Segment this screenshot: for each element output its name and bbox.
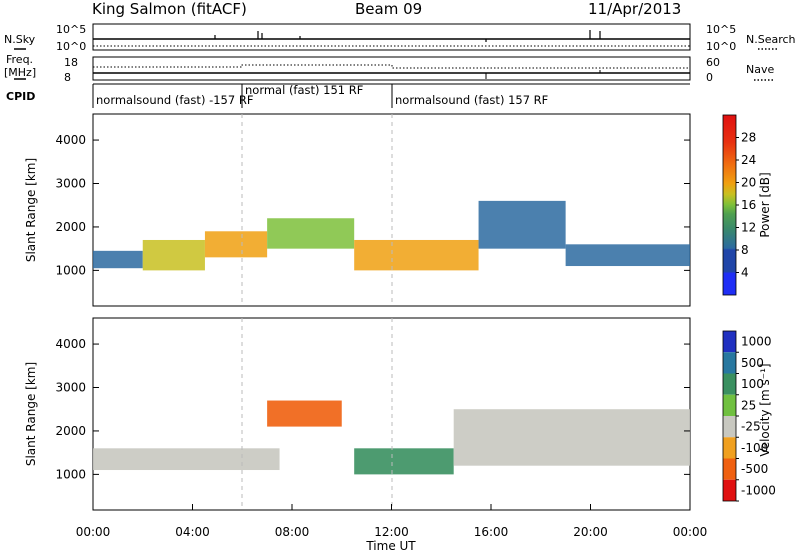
freq-tick-bottom: 8 [64, 71, 71, 84]
xtick-label-6: 20:00 [573, 525, 608, 539]
power-ytick-label-4: 4000 [55, 133, 86, 147]
cpid-segment-1: normalsound (fast) -157 RF [96, 93, 253, 107]
power-colorbar [722, 114, 737, 296]
velocity-colorbar-label: Velocity [m s⁻¹] [758, 363, 772, 456]
power-ytick-label-1: 1000 [55, 263, 86, 277]
freq-tick-top: 18 [64, 56, 78, 69]
velocity-ytick-label-2: 2000 [55, 424, 86, 438]
power-echo-band-6 [478, 200, 566, 249]
velocity-colorbar-label-8: -1000 [741, 483, 776, 497]
xtick-label-1: 00:00 [76, 525, 111, 539]
power-echo-band-7 [565, 244, 690, 267]
power-colorbar-label-4: 16 [741, 198, 756, 212]
power-colorbar-label-1: 4 [741, 266, 749, 280]
velocity-colorbar-label-3: 100 [741, 377, 764, 391]
power-ylabel: Slant Range [km] [24, 158, 38, 262]
power-ytick-label-3: 3000 [55, 177, 86, 191]
power-colorbar-label: Power [dB] [758, 172, 772, 237]
nave-tick-bottom: 0 [706, 71, 713, 84]
power-colorbar-label-7: 28 [741, 131, 756, 145]
power-ytick-label-2: 2000 [55, 220, 86, 234]
cpid-segment-2: normal (fast) 151 RF [245, 83, 363, 97]
beam-label: Beam 09 [355, 0, 422, 18]
power-panel: 1000 2000 3000 4000 Slant Range [km] [24, 113, 691, 307]
xtick-label-3: 08:00 [275, 525, 310, 539]
velocity-colorbar-block-1 [723, 331, 736, 353]
power-echo-band-5 [354, 239, 479, 271]
nsearch-tick-bottom: 10^0 [706, 40, 736, 53]
velocity-colorbar-label-2: 500 [741, 356, 764, 370]
velocity-colorbar-block-2 [723, 352, 736, 374]
velocity-echo-band-2 [267, 400, 342, 427]
power-echo-band-2 [142, 239, 205, 271]
velocity-echo-band-4 [453, 409, 690, 466]
velocity-colorbar-label-1: 1000 [741, 335, 772, 349]
nave-trace [93, 64, 690, 69]
nsky-tick-bottom: 10^0 [56, 40, 86, 53]
xtick-label-2: 04:00 [175, 525, 210, 539]
velocity-ylabel: Slant Range [km] [24, 362, 38, 466]
freq-strip-frame [92, 56, 691, 81]
velocity-colorbar-label-4: 25 [741, 398, 756, 412]
velocity-colorbar-label-5: -25 [741, 420, 761, 434]
velocity-echo-band-3 [354, 448, 454, 475]
velocity-colorbar-label-7: -500 [741, 462, 768, 476]
velocity-colorbar-block-4 [723, 394, 736, 416]
velocity-echo-band-1 [93, 448, 280, 471]
velocity-ytick-label-4: 4000 [55, 337, 86, 351]
station-title: King Salmon (fitACF) [92, 0, 247, 18]
velocity-colorbar-block-5 [723, 416, 736, 438]
nsky-label: N.Sky [4, 33, 36, 46]
nave-tick-top: 60 [706, 56, 720, 69]
freq-label-bottom: [MHz] [4, 66, 36, 79]
velocity-colorbar-block-6 [723, 437, 736, 459]
power-colorbar-label-5: 20 [741, 176, 756, 190]
power-echo-band-4 [267, 218, 355, 249]
nsky-tick-top: 10^5 [56, 23, 86, 36]
nsearch-tick-top: 10^5 [706, 23, 736, 36]
velocity-colorbar-block-3 [723, 373, 736, 395]
velocity-xlabel: Time UT [365, 539, 416, 553]
cpid-segment-3: normalsound (fast) 157 RF [395, 93, 548, 107]
freq-label-top: Freq. [6, 53, 33, 66]
xtick-label-4: 12:00 [374, 525, 409, 539]
velocity-colorbar-block-7 [723, 458, 736, 480]
velocity-ytick-label-1: 1000 [55, 467, 86, 481]
xtick-label-7: 00:00 [673, 525, 708, 539]
power-echo-band-3 [204, 231, 268, 258]
velocity-colorbar-label-6: -100 [741, 441, 768, 455]
power-colorbar-label-6: 24 [741, 153, 756, 167]
cpid-label: CPID [6, 90, 35, 103]
freq-spikes [485, 70, 601, 79]
power-echo-band-1 [93, 250, 143, 269]
velocity-colorbar-block-8 [723, 479, 736, 501]
nsky-strip-frame [92, 23, 691, 51]
velocity-panel: 1000 2000 3000 4000 00:00 04:00 08:00 12:00 16:… [24, 317, 708, 553]
nave-label: Nave [746, 63, 774, 76]
nsearch-label: N.Search [746, 33, 796, 46]
date-label: 11/Apr/2013 [588, 0, 681, 18]
velocity-ytick-label-3: 3000 [55, 381, 86, 395]
nsky-spikes [214, 30, 601, 42]
power-colorbar-label-3: 12 [741, 221, 756, 235]
xtick-label-5: 16:00 [474, 525, 509, 539]
power-colorbar-label-2: 8 [741, 243, 749, 257]
